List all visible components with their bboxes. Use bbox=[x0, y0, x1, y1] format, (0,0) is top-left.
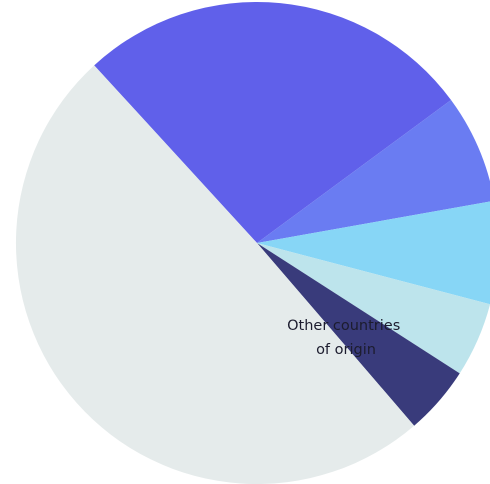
slice-label-other: Other countries of origin bbox=[287, 318, 405, 358]
pie-slice-1 bbox=[94, 1, 452, 244]
slice-label-other-line1: Other countries bbox=[287, 318, 400, 334]
slice-label-other-line2: of origin bbox=[316, 342, 376, 358]
pie-slice-6 bbox=[16, 65, 415, 484]
pie-slices bbox=[16, 1, 490, 484]
pie-slice-5 bbox=[257, 243, 460, 426]
pie-slice-2 bbox=[257, 100, 490, 243]
pie-slice-4 bbox=[257, 243, 490, 374]
pie-slice-3 bbox=[257, 201, 490, 305]
